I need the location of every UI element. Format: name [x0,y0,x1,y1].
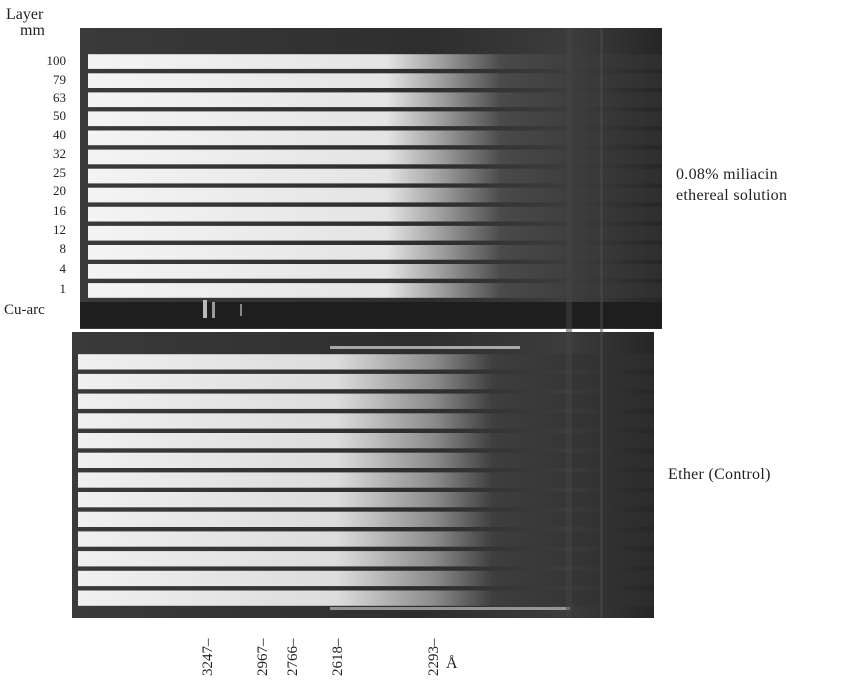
top-exposure-band [88,111,662,127]
bottom-exposure-band [78,452,654,468]
top-exposure-band [88,149,662,165]
top-exposure-band [88,225,662,241]
layer-label: 25 [53,165,66,180]
top-exposure-band [88,54,662,69]
layer-label: 50 [53,108,66,123]
bottom-exposure-band [78,492,654,508]
bottom-exposure-band [78,570,654,587]
layer-label: 40 [53,127,66,142]
layer-label: 1 [59,281,67,296]
bottom-exposure-band [78,590,654,606]
top-exposure-band [88,264,662,279]
top-exposure-band [88,92,662,108]
bottom-exposure-band [78,373,654,390]
layer-label: 20 [53,183,66,198]
top-panel-label-line1: 0.08% miliacin [676,166,778,183]
top-exposure-band [88,168,662,184]
layer-label: 4 [59,261,67,276]
top-exposure-band [88,73,662,88]
layer-label: 8 [59,241,67,256]
layer-label: 100 [46,53,67,68]
wavelength-marker: 3247– [200,638,216,677]
top-exposure-band [88,283,662,298]
wavelength-marker: 2967– [255,638,271,677]
layer-label: 63 [53,90,66,105]
layer-label: 12 [53,222,66,237]
layer-header-line1: Layer [6,6,44,23]
plate-divider [76,329,666,332]
bottom-exposure-band [78,354,654,370]
wavelength-marker: 2766– [285,638,301,677]
top-exposure-band [88,245,662,260]
cu-arc-strip [80,302,662,328]
layer-label: 32 [53,146,66,161]
bottom-exposure-band [78,433,654,449]
wavelength-unit: Å [446,655,458,672]
top-exposure-band [88,187,662,203]
bottom-exposure-band [78,511,654,527]
bottom-plate [72,332,654,618]
bottom-exposure-band [78,531,654,547]
layer-header-line2: mm [20,22,45,39]
bottom-exposure-band [78,551,654,567]
bottom-exposure-band [78,472,654,488]
layer-label: 79 [53,72,66,87]
top-panel-label-line2: ethereal solution [676,187,788,204]
layer-header: Layer mm [6,6,45,40]
layer-label: 16 [53,203,66,218]
top-plate [80,28,662,330]
top-exposure-band [88,206,662,222]
wavelength-marker: 2618– [330,638,346,677]
bottom-exposure-band [78,413,654,429]
top-panel-label: 0.08% miliacin ethereal solution [676,164,787,206]
bottom-exposure-band [78,393,654,409]
cu-arc-label: Cu-arc [4,302,45,318]
bottom-panel-label: Ether (Control) [668,466,771,483]
wavelength-marker: 2293– [426,638,442,677]
top-exposure-band [88,130,662,146]
